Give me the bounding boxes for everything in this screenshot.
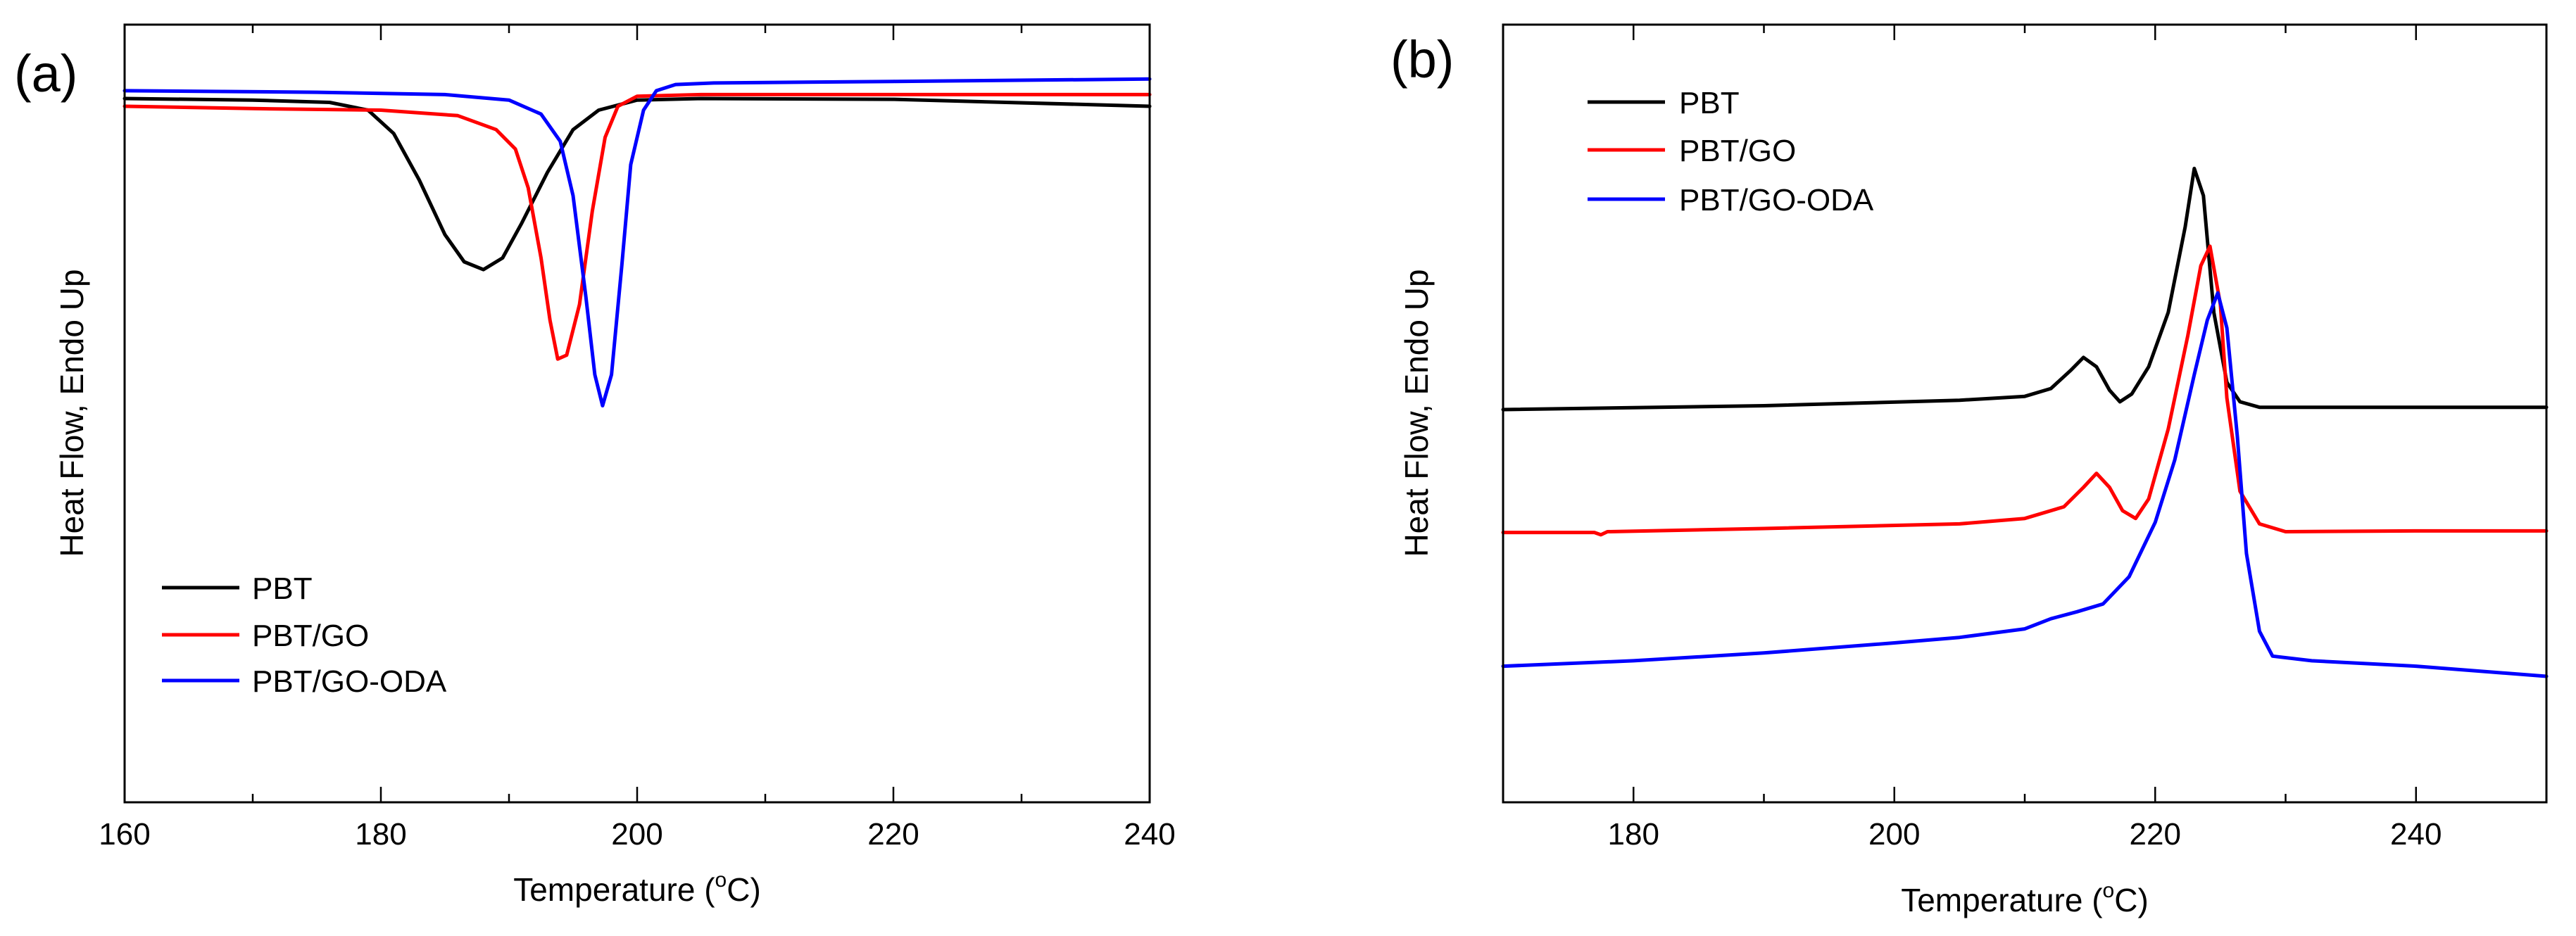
panel-b-legend-label-pbt-go: PBT/GO [1679, 134, 1796, 168]
panel-b-xtick-label-220: 220 [2130, 817, 2181, 852]
panel-a-series-pbt [122, 96, 1152, 272]
panel-b-ylabel: Heat Flow, Endo Up [1398, 269, 1435, 557]
panel-a: (a) 160 180 200 220 240 Heat Flow, Endo Up T… [14, 23, 1176, 908]
panel-b-series-pbt-go-oda [1501, 291, 2549, 678]
panel-a-xtick-label-160: 160 [99, 817, 150, 852]
panel-b-label: (b) [1390, 30, 1454, 89]
panel-b-axes-frame [1502, 23, 2548, 804]
panel-a-xticks: 160 180 200 220 240 [99, 25, 1176, 852]
panel-a-legend-label-pbt-go-oda: PBT/GO-ODA [252, 664, 447, 699]
panel-b-series-pbt [1501, 166, 2549, 412]
panel-a-xtick-label-200: 200 [611, 817, 662, 852]
panel-b-xlabel-main: Temperature ( [1901, 882, 2103, 918]
panel-a-series-pbt-go [122, 92, 1152, 361]
panel-a-series-pbt-go-oda [122, 77, 1152, 407]
panel-a-xlabel-main: Temperature ( [513, 871, 715, 908]
panel-b-xtick-label-200: 200 [1868, 817, 1920, 852]
panel-b-xlabel-degree: o [2103, 879, 2115, 902]
panel-b-xtick-label-240: 240 [2390, 817, 2442, 852]
panel-a-label: (a) [14, 44, 77, 103]
panel-a-xlabel-degree: o [715, 868, 727, 892]
panel-b-legend-label-pbt: PBT [1679, 86, 1740, 120]
panel-a-xlabel-unit: C) [727, 871, 761, 908]
panel-b-plot-lines [1501, 166, 2549, 678]
panel-a-ylabel: Heat Flow, Endo Up [54, 269, 90, 557]
panel-b-legend-label-pbt-go-oda: PBT/GO-ODA [1679, 183, 1874, 217]
panel-a-legend: PBT PBT/GO PBT/GO-ODA [162, 571, 447, 699]
panel-a-legend-label-pbt-go: PBT/GO [252, 619, 369, 653]
panel-a-plot-lines [122, 77, 1152, 407]
panel-a-xtick-label-180: 180 [355, 817, 406, 852]
panel-b-xtick-label-180: 180 [1608, 817, 1659, 852]
panel-a-xtick-label-220: 220 [867, 817, 919, 852]
panel-a-xlabel: Temperature (oC) [513, 868, 761, 908]
panel-b-xlabel-unit: C) [2114, 882, 2149, 918]
panel-a-xtick-label-240: 240 [1124, 817, 1175, 852]
panel-a-legend-label-pbt: PBT [252, 571, 313, 606]
panel-b-xticks: 180 200 220 240 [1502, 25, 2548, 852]
panel-b-xlabel: Temperature (oC) [1901, 879, 2149, 918]
panel-b-series-pbt-go [1501, 244, 2549, 537]
panel-b-legend: PBT PBT/GO PBT/GO-ODA [1588, 86, 1874, 217]
panel-b: (b) 180 200 220 240 Heat Flow, Endo Up Temp… [1390, 23, 2549, 918]
